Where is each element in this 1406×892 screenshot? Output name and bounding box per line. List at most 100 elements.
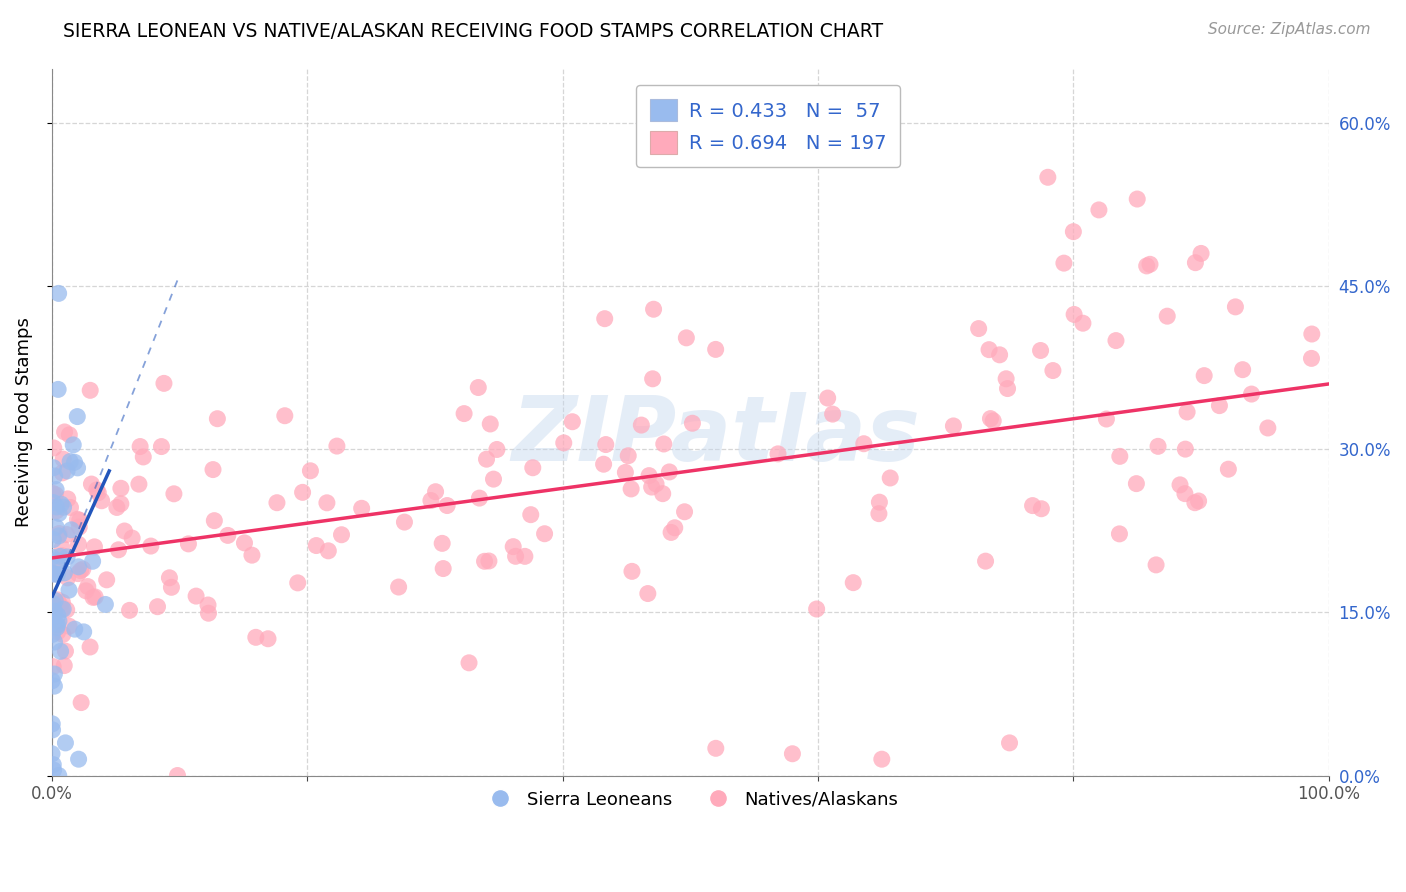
Point — [595, 437, 617, 451]
Point — [675, 331, 697, 345]
Point — [640, 480, 662, 494]
Point — [44, 635, 66, 649]
Point — [1062, 225, 1084, 239]
Text: SIERRA LEONEAN VS NATIVE/ALASKAN RECEIVING FOOD STAMPS CORRELATION CHART: SIERRA LEONEAN VS NATIVE/ALASKAN RECEIVI… — [63, 22, 883, 41]
Point — [60, 523, 83, 537]
Point — [202, 514, 225, 528]
Point — [638, 468, 661, 483]
Point — [52, 500, 75, 515]
Point — [41, 747, 63, 761]
Point — [55, 644, 77, 658]
Point — [48, 286, 70, 301]
Point — [146, 599, 169, 614]
Point — [45, 520, 67, 534]
Point — [643, 302, 665, 317]
Point — [45, 504, 67, 518]
Point — [1108, 527, 1130, 541]
Point — [1136, 259, 1159, 273]
Point — [105, 500, 128, 515]
Point — [478, 554, 501, 568]
Point — [1189, 246, 1212, 260]
Point — [48, 507, 70, 521]
Point — [766, 447, 789, 461]
Point — [86, 483, 108, 497]
Point — [96, 573, 118, 587]
Point — [70, 696, 93, 710]
Point — [1257, 421, 1279, 435]
Point — [467, 380, 489, 394]
Point — [868, 507, 890, 521]
Point — [533, 526, 555, 541]
Point — [997, 382, 1019, 396]
Point — [51, 549, 73, 563]
Point — [45, 500, 67, 514]
Point — [110, 497, 132, 511]
Point — [1095, 412, 1118, 426]
Point — [184, 589, 207, 603]
Point — [257, 632, 280, 646]
Point — [58, 619, 80, 633]
Point — [502, 540, 524, 554]
Point — [51, 497, 73, 511]
Point — [513, 549, 536, 564]
Point — [266, 496, 288, 510]
Point — [207, 411, 229, 425]
Point — [388, 580, 411, 594]
Point — [967, 321, 990, 335]
Point — [1021, 499, 1043, 513]
Point — [51, 466, 73, 480]
Point — [46, 592, 69, 607]
Point — [44, 562, 66, 576]
Point — [614, 466, 637, 480]
Point — [425, 484, 447, 499]
Point — [704, 741, 727, 756]
Point — [44, 469, 66, 483]
Point — [817, 391, 839, 405]
Point — [652, 437, 675, 451]
Point — [41, 486, 63, 500]
Point — [55, 736, 77, 750]
Point — [42, 611, 65, 625]
Point — [69, 564, 91, 578]
Point — [79, 384, 101, 398]
Point — [53, 658, 76, 673]
Point — [59, 454, 82, 468]
Point — [641, 372, 664, 386]
Point — [1168, 478, 1191, 492]
Point — [233, 536, 256, 550]
Point — [139, 539, 162, 553]
Y-axis label: Receiving Food Stamps: Receiving Food Stamps — [15, 317, 32, 527]
Point — [1175, 405, 1198, 419]
Point — [49, 549, 72, 564]
Point — [593, 311, 616, 326]
Point — [42, 659, 65, 673]
Point — [1240, 387, 1263, 401]
Point — [56, 571, 79, 585]
Point — [1187, 494, 1209, 508]
Point — [46, 608, 69, 623]
Point — [44, 593, 66, 607]
Legend: Sierra Leoneans, Natives/Alaskans: Sierra Leoneans, Natives/Alaskans — [475, 783, 905, 816]
Point — [53, 566, 76, 580]
Point — [474, 554, 496, 568]
Point — [163, 487, 186, 501]
Point — [1063, 308, 1085, 322]
Point — [1174, 442, 1197, 457]
Point — [998, 736, 1021, 750]
Point — [42, 460, 65, 475]
Point — [67, 752, 90, 766]
Point — [87, 485, 110, 500]
Point — [458, 656, 481, 670]
Point — [42, 533, 65, 547]
Point — [453, 407, 475, 421]
Point — [58, 427, 80, 442]
Point — [150, 440, 173, 454]
Point — [240, 548, 263, 562]
Point — [630, 418, 652, 433]
Point — [177, 537, 200, 551]
Point — [55, 527, 77, 541]
Point — [114, 524, 136, 538]
Point — [479, 417, 502, 431]
Point — [67, 566, 90, 581]
Point — [637, 586, 659, 600]
